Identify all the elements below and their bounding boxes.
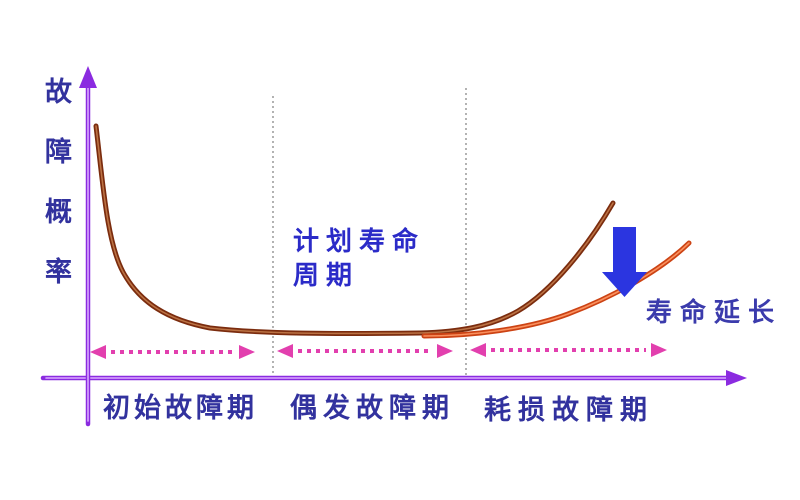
y-axis-label: 故 障 概 率: [45, 70, 72, 289]
y-axis-label-char: 障: [45, 137, 72, 167]
region-label-random-failure: 偶发故障期: [290, 393, 455, 423]
region-span-arrow-3: [470, 343, 667, 357]
planned-life-cycle-line1: 计划寿命: [293, 226, 426, 256]
region-span-arrow-1: [90, 345, 255, 359]
arrow-right-head-icon: [239, 345, 255, 359]
y-axis-label-char: 概: [45, 197, 72, 227]
extended-life-curve-highlight: [423, 242, 690, 337]
arrow-left-head-icon: [277, 344, 293, 358]
planned-life-cycle-label: 计划寿命 周期: [293, 224, 425, 292]
down-arrow-icon: [602, 227, 647, 297]
arrow-left-head-icon: [470, 343, 486, 357]
region-span-arrow-2: [277, 344, 453, 358]
arrow-right-head-icon: [437, 344, 453, 358]
arrow-right-head-icon: [651, 343, 667, 357]
y-axis-label-char: 故: [45, 77, 72, 107]
region-label-wearout-failure: 耗损故障期: [484, 395, 654, 425]
life-extension-label: 寿命延长: [646, 297, 783, 327]
x-axis-arrowhead-icon: [726, 370, 747, 386]
arrow-left-head-icon: [90, 345, 106, 359]
bathtub-curve-highlight: [95, 125, 614, 335]
y-axis-label-char: 率: [45, 257, 72, 287]
y-axis-arrowhead-icon: [79, 66, 97, 88]
region-label-initial-failure: 初始故障期: [103, 393, 258, 423]
planned-life-cycle-line2: 周期: [293, 260, 360, 290]
